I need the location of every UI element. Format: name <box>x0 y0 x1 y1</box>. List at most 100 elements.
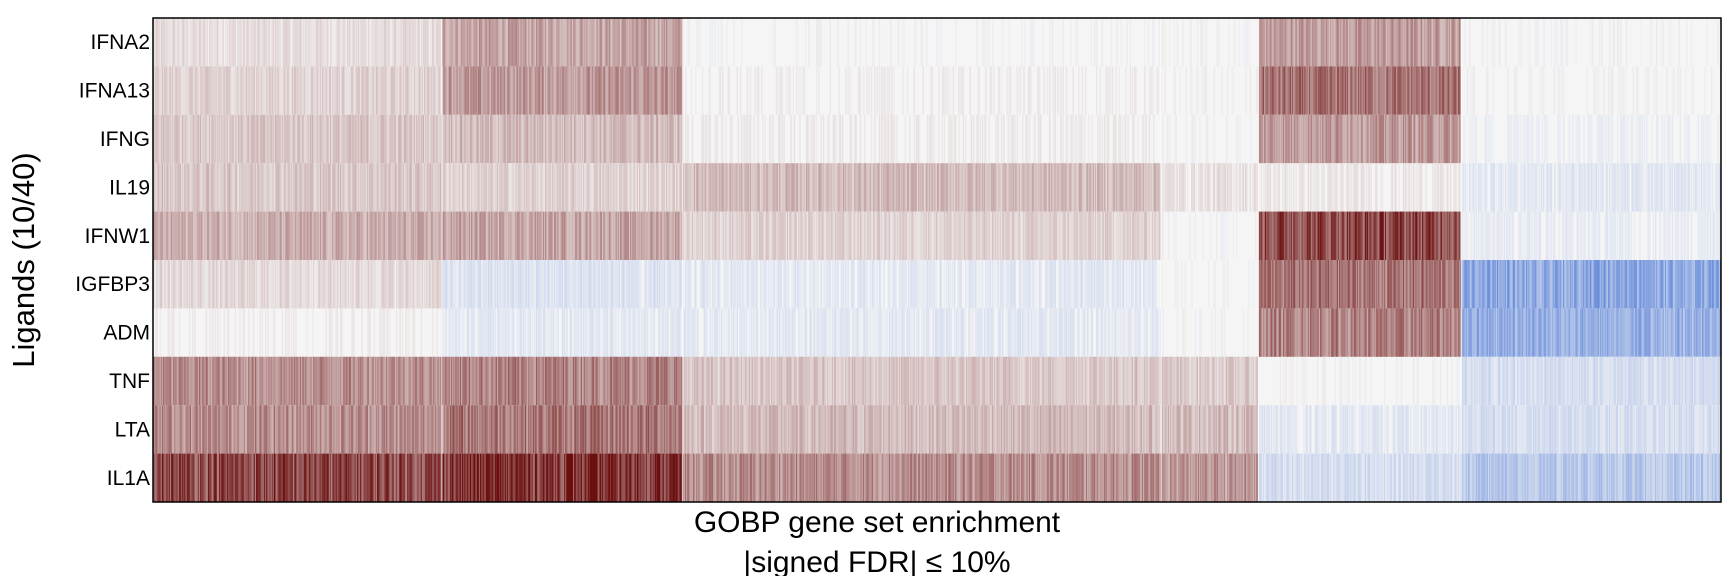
heatmap-cell <box>445 66 447 115</box>
heatmap-cell <box>644 66 647 115</box>
heatmap-cell <box>1278 163 1281 212</box>
heatmap-cell <box>407 114 409 164</box>
heatmap-cell <box>543 66 546 115</box>
heatmap-cell <box>1148 163 1151 212</box>
heatmap-cell <box>1260 18 1263 67</box>
heatmap-cell <box>1122 211 1125 260</box>
heatmap-cell <box>1299 66 1302 115</box>
heatmap-cell <box>1181 163 1183 212</box>
heatmap-cell <box>625 163 628 212</box>
heatmap-cell <box>1021 18 1023 67</box>
heatmap-cell <box>1274 18 1276 67</box>
heatmap-cell <box>1381 163 1384 212</box>
heatmap-cell <box>281 18 284 67</box>
heatmap-cell <box>301 66 304 115</box>
heatmap-cell <box>1694 163 1696 212</box>
heatmap-cell <box>844 211 846 260</box>
heatmap-cell <box>1353 114 1356 164</box>
heatmap-cell <box>196 211 199 260</box>
heatmap-cell <box>1337 18 1340 67</box>
heatmap-cell <box>1582 163 1584 212</box>
heatmap-cell <box>1451 18 1453 67</box>
heatmap-cell <box>631 114 633 164</box>
heatmap-cell <box>979 163 982 212</box>
heatmap-cell <box>1670 18 1673 67</box>
heatmap-cell <box>233 163 236 212</box>
heatmap-cell <box>1191 163 1193 212</box>
heatmap-cell <box>212 163 214 212</box>
heatmap-cell <box>541 211 544 260</box>
heatmap-cell <box>682 211 685 260</box>
heatmap-cell <box>213 211 215 260</box>
heatmap-cell <box>295 211 297 260</box>
heatmap-cell <box>769 211 771 260</box>
heatmap-cell <box>855 211 857 260</box>
heatmap-cell <box>406 18 408 67</box>
heatmap-cell <box>1285 66 1287 115</box>
heatmap-cell <box>802 163 805 212</box>
heatmap-cell <box>790 211 792 260</box>
heatmap-cell <box>783 163 786 212</box>
heatmap-cell <box>445 163 447 212</box>
heatmap-cell <box>637 66 640 115</box>
heatmap-cell <box>691 163 694 212</box>
heatmap-cell <box>1386 114 1388 164</box>
heatmap-cell <box>1277 18 1279 67</box>
heatmap-cell <box>1022 211 1024 260</box>
heatmap-cell <box>413 114 416 164</box>
heatmap-cell <box>672 163 675 212</box>
heatmap-cell <box>733 18 735 67</box>
heatmap-cell <box>1176 163 1179 212</box>
heatmap-cell <box>441 66 444 115</box>
heatmap-cell <box>504 211 507 260</box>
heatmap-cell <box>181 211 183 260</box>
heatmap-cell <box>407 66 409 115</box>
heatmap-cell <box>472 18 474 67</box>
heatmap-cell <box>1221 66 1223 115</box>
heatmap-cell <box>170 211 173 260</box>
heatmap-cell <box>393 211 396 260</box>
heatmap-cell <box>677 18 679 67</box>
heatmap-cell <box>471 66 473 115</box>
heatmap-cell <box>1201 163 1203 212</box>
heatmap-cell <box>708 66 710 115</box>
heatmap-cell <box>1612 18 1614 67</box>
heatmap-cell <box>427 114 429 164</box>
heatmap-cell <box>671 211 674 260</box>
heatmap-cell <box>306 211 308 260</box>
heatmap-cell <box>997 66 999 115</box>
heatmap-cell <box>393 163 396 212</box>
heatmap-cell <box>1321 114 1323 164</box>
heatmap-cell <box>409 163 411 212</box>
heatmap-cell <box>1617 18 1620 67</box>
heatmap-cell <box>1558 163 1561 212</box>
heatmap-cell <box>545 163 547 212</box>
heatmap-cell <box>1013 211 1015 260</box>
heatmap-cell <box>241 114 243 164</box>
heatmap-cell <box>1069 163 1071 212</box>
heatmap-cell <box>978 66 980 115</box>
heatmap-cell <box>758 163 761 212</box>
heatmap-cell <box>1363 114 1366 164</box>
heatmap-cell <box>1530 66 1533 115</box>
heatmap-cell <box>247 163 249 212</box>
heatmap-cell <box>576 163 578 212</box>
heatmap-cell <box>519 114 521 164</box>
heatmap-cell <box>1439 66 1442 115</box>
heatmap-cell <box>1054 163 1057 212</box>
heatmap-cell <box>874 66 876 115</box>
heatmap-cell <box>372 18 374 67</box>
heatmap-cell <box>412 163 415 212</box>
heatmap-cell <box>338 18 341 67</box>
heatmap-cell <box>161 163 164 212</box>
heatmap-cell <box>521 66 523 115</box>
heatmap-cell <box>1301 163 1303 212</box>
heatmap-cell <box>316 18 318 67</box>
heatmap-cell <box>175 211 177 260</box>
heatmap-cell <box>685 66 687 115</box>
heatmap-cell <box>1046 211 1049 260</box>
heatmap-cell <box>324 66 326 115</box>
heatmap-cell <box>1444 18 1446 67</box>
heatmap-cell <box>480 66 482 115</box>
heatmap-cell <box>1024 163 1026 212</box>
